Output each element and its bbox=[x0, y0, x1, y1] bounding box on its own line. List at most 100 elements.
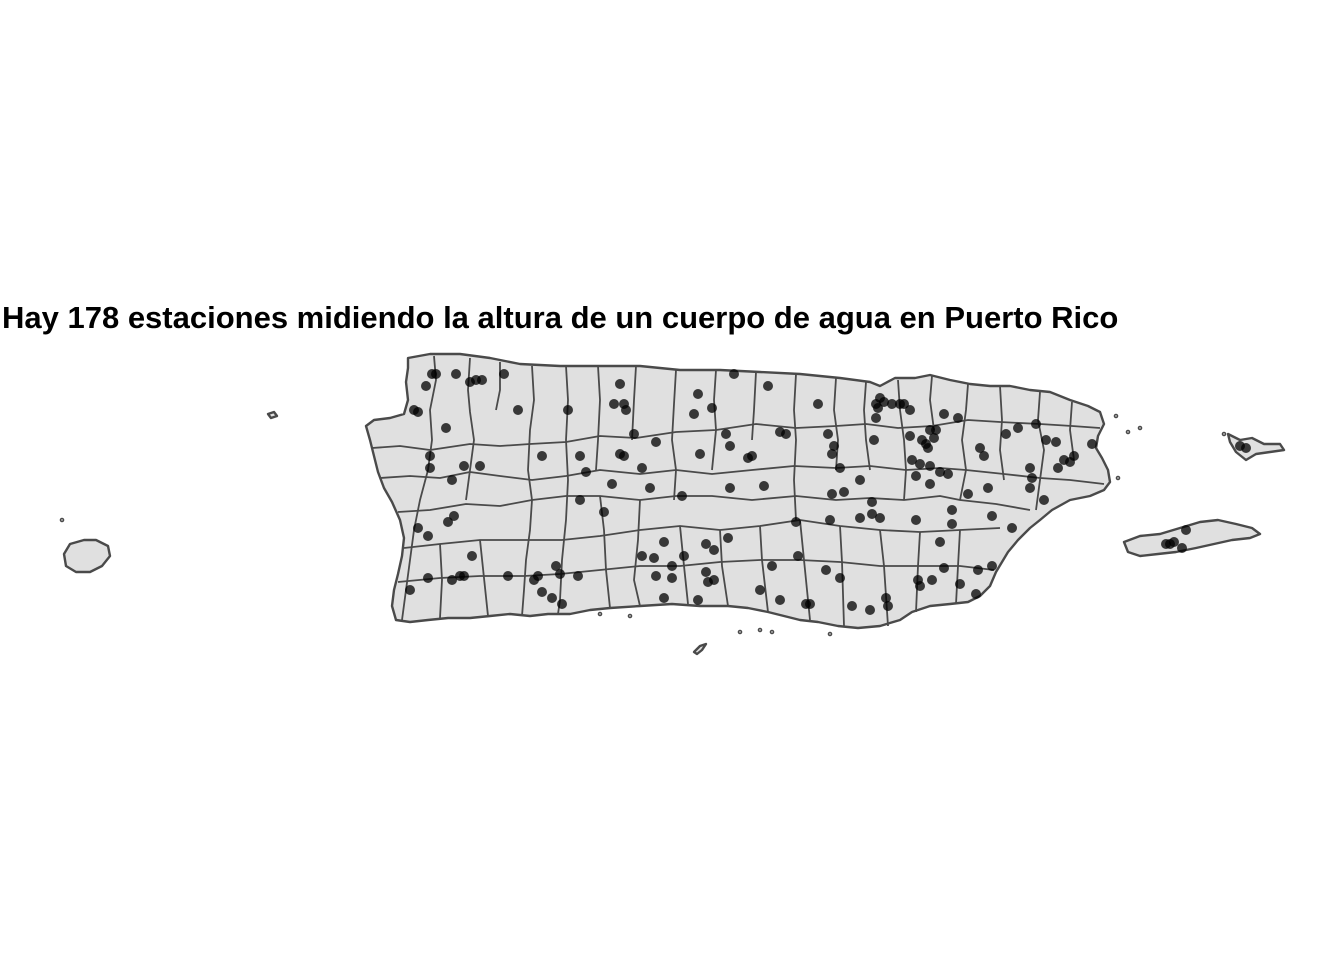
station-point bbox=[759, 481, 769, 491]
municipality-border bbox=[793, 373, 797, 521]
station-point bbox=[755, 585, 765, 595]
station-point bbox=[425, 451, 435, 461]
station-point bbox=[1025, 463, 1035, 473]
station-point bbox=[983, 483, 993, 493]
station-point bbox=[725, 441, 735, 451]
station-point bbox=[729, 369, 739, 379]
station-point bbox=[947, 505, 957, 515]
station-point bbox=[935, 467, 945, 477]
municipality-border bbox=[679, 525, 689, 605]
station-point bbox=[975, 443, 985, 453]
station-point bbox=[955, 579, 965, 589]
station-point bbox=[413, 407, 423, 417]
municipality-border bbox=[439, 543, 443, 619]
station-point bbox=[651, 437, 661, 447]
station-point bbox=[645, 483, 655, 493]
municipality-border bbox=[379, 465, 1105, 485]
municipality-border bbox=[479, 539, 489, 617]
station-point bbox=[855, 513, 865, 523]
station-point bbox=[847, 601, 857, 611]
station-point bbox=[987, 561, 997, 571]
station-point bbox=[763, 381, 773, 391]
station-point bbox=[953, 413, 963, 423]
municipality-border bbox=[915, 531, 921, 613]
station-point bbox=[677, 491, 687, 501]
municipality-border bbox=[595, 365, 601, 471]
municipality-border bbox=[711, 369, 717, 471]
caja-de-muerto-island bbox=[692, 642, 708, 656]
map-title: Hay 178 estaciones midiendo la altura de… bbox=[2, 300, 1119, 335]
station-point bbox=[935, 537, 945, 547]
station-point bbox=[875, 513, 885, 523]
station-point bbox=[1039, 495, 1049, 505]
station-point bbox=[667, 561, 677, 571]
station-point bbox=[449, 511, 459, 521]
station-point bbox=[775, 595, 785, 605]
municipality-border bbox=[1069, 401, 1075, 461]
municipality-border bbox=[397, 495, 1031, 513]
station-point bbox=[827, 489, 837, 499]
station-point bbox=[929, 433, 939, 443]
station-point bbox=[431, 369, 441, 379]
station-point bbox=[927, 575, 937, 585]
station-point bbox=[423, 531, 433, 541]
station-point bbox=[459, 461, 469, 471]
station-point bbox=[537, 587, 547, 597]
station-point bbox=[693, 389, 703, 399]
municipality-border bbox=[403, 519, 1001, 549]
station-point bbox=[573, 571, 583, 581]
station-point bbox=[829, 441, 839, 451]
station-point bbox=[939, 409, 949, 419]
vieques-island bbox=[1122, 518, 1262, 558]
station-point bbox=[971, 589, 981, 599]
station-point bbox=[869, 435, 879, 445]
station-point bbox=[911, 515, 921, 525]
station-point bbox=[943, 469, 953, 479]
station-point bbox=[1065, 457, 1075, 467]
station-point bbox=[725, 483, 735, 493]
municipality-border bbox=[719, 529, 729, 607]
station-point bbox=[599, 507, 609, 517]
municipality-border bbox=[751, 371, 757, 441]
station-point bbox=[679, 551, 689, 561]
station-point bbox=[911, 471, 921, 481]
station-point bbox=[581, 467, 591, 477]
station-point bbox=[865, 605, 875, 615]
station-point bbox=[747, 451, 757, 461]
station-point bbox=[791, 517, 801, 527]
island-outlines bbox=[59, 352, 1286, 656]
station-point bbox=[1007, 523, 1017, 533]
municipality-border bbox=[671, 369, 677, 501]
station-point bbox=[905, 431, 915, 441]
station-point bbox=[793, 551, 803, 561]
station-point bbox=[1051, 437, 1061, 447]
station-point bbox=[709, 575, 719, 585]
station-point bbox=[1181, 525, 1191, 535]
station-point bbox=[905, 405, 915, 415]
station-point bbox=[467, 551, 477, 561]
municipality-border bbox=[959, 383, 969, 501]
station-point bbox=[615, 379, 625, 389]
station-point bbox=[619, 451, 629, 461]
station-point bbox=[563, 405, 573, 415]
station-point bbox=[447, 575, 457, 585]
station-point bbox=[607, 479, 617, 489]
station-point bbox=[867, 509, 877, 519]
station-point bbox=[609, 399, 619, 409]
station-point bbox=[557, 599, 567, 609]
station-point bbox=[931, 425, 941, 435]
station-point bbox=[925, 461, 935, 471]
station-point bbox=[915, 581, 925, 591]
station-point bbox=[477, 375, 487, 385]
station-point bbox=[973, 565, 983, 575]
municipality-border bbox=[371, 419, 1101, 451]
station-point bbox=[451, 369, 461, 379]
station-point bbox=[987, 511, 997, 521]
station-point bbox=[551, 561, 561, 571]
municipality-borders bbox=[371, 355, 1105, 627]
station-point bbox=[659, 537, 669, 547]
station-point bbox=[907, 455, 917, 465]
station-point bbox=[923, 443, 933, 453]
station-points bbox=[405, 369, 1251, 615]
